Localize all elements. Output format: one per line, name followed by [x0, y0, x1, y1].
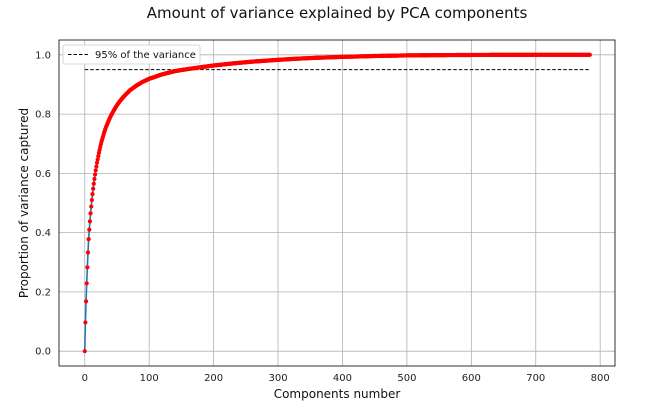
- data-point: [85, 265, 90, 270]
- x-tick-label: 800: [591, 373, 610, 384]
- data-point: [91, 181, 96, 186]
- chart-title: Amount of variance explained by PCA comp…: [147, 4, 528, 22]
- x-axis-title: Components number: [274, 387, 401, 401]
- data-point: [84, 281, 89, 286]
- x-tick-label: 100: [140, 373, 159, 384]
- y-axis-ticks: 0.0 0.2 0.4 0.6 0.8 1.0: [35, 50, 51, 357]
- x-tick-label: 0: [82, 373, 88, 384]
- data-point: [85, 250, 91, 255]
- y-tick-label: 0.8: [35, 110, 51, 121]
- data-point: [95, 157, 100, 162]
- data-point: [94, 164, 99, 169]
- data-point: [92, 176, 97, 182]
- data-point: [83, 299, 89, 304]
- y-tick-label: 0.0: [35, 347, 51, 358]
- data-point: [92, 172, 98, 177]
- x-axis-ticks: 0 100 200 300 400 500 600 700 800: [82, 373, 610, 384]
- data-point: [86, 237, 91, 242]
- data-point: [587, 52, 592, 57]
- data-point: [88, 211, 93, 216]
- data-point: [89, 197, 94, 203]
- y-tick-label: 0.2: [35, 287, 51, 298]
- data-point: [94, 160, 100, 165]
- series-line: [83, 54, 590, 352]
- data-point: [82, 349, 87, 354]
- x-tick-label: 600: [462, 373, 481, 384]
- data-point: [89, 204, 94, 209]
- y-tick-label: 1.0: [35, 50, 51, 61]
- x-tick-label: 500: [397, 373, 416, 384]
- grid-lines: [59, 40, 615, 366]
- x-tick-label: 400: [333, 373, 352, 384]
- data-point: [83, 320, 88, 325]
- x-tick-label: 700: [526, 373, 545, 384]
- y-tick-label: 0.6: [35, 169, 51, 180]
- data-point: [91, 186, 96, 191]
- data-point: [87, 219, 93, 224]
- legend: 95% of the variance: [62, 44, 201, 65]
- x-tick-label: 300: [269, 373, 288, 384]
- plot-frame: [58, 39, 616, 367]
- data-point: [87, 227, 92, 232]
- series-group: [82, 52, 592, 354]
- legend-box: [62, 44, 201, 65]
- y-tick-label: 0.4: [35, 228, 51, 239]
- y-axis-title: Proportion of variance captured: [17, 108, 31, 298]
- data-point: [93, 168, 98, 173]
- data-point: [96, 154, 101, 159]
- data-point: [90, 192, 95, 197]
- x-tick-label: 200: [204, 373, 223, 384]
- legend-label: 95% of the variance: [95, 50, 196, 61]
